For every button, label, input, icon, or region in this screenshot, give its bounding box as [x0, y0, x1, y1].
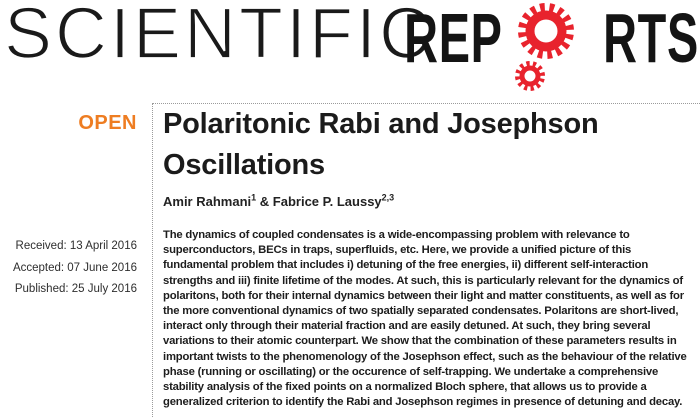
author-affiliation-marks: 1: [251, 192, 257, 203]
abstract-text: The dynamics of coupled condensates is a…: [163, 229, 687, 409]
published-value: 25 July 2016: [68, 283, 137, 295]
received-date: Received: 13 April 2016: [0, 236, 137, 258]
article-meta-column: OPEN Received: 13 April 2016 Accepted: 0…: [0, 103, 152, 417]
journal-name-bold-left: REP: [404, 0, 503, 77]
author-name: Amir Rahmani: [163, 194, 252, 209]
article-main-column: Polaritonic Rabi and Josephson Oscillati…: [152, 103, 700, 417]
accepted-label: Accepted:: [12, 261, 65, 274]
article-header: OPEN Received: 13 April 2016 Accepted: 0…: [0, 103, 700, 417]
journal-name-bold: REP RTS: [404, 3, 699, 73]
open-access-badge: OPEN: [78, 112, 137, 134]
author-name: Fabrice P. Laussy: [272, 194, 382, 209]
author-line: Amir Rahmani1 & Fabrice P. Laussy2,3: [163, 192, 696, 210]
accepted-date: Accepted: 07 June 2016: [0, 258, 137, 280]
received-value: 13 April 2016: [66, 240, 137, 252]
article-history: Received: 13 April 2016 Accepted: 07 Jun…: [0, 236, 137, 301]
published-label: Published:: [14, 283, 69, 295]
journal-masthead: SCIENTIFIC REP RTS: [0, 0, 700, 103]
author-affiliation-marks: 2,3: [381, 192, 395, 203]
paper-title: Polaritonic Rabi and Josephson Oscillati…: [163, 108, 599, 181]
gear-icon: [515, 3, 574, 91]
journal-name-light: SCIENTIFIC: [3, 0, 435, 74]
received-label: Received:: [15, 240, 67, 252]
published-date: Published: 25 July 2016: [0, 279, 137, 301]
author-separator: &: [256, 194, 273, 209]
accepted-value: 07 June 2016: [64, 261, 137, 274]
journal-name-bold-right: RTS: [603, 0, 699, 77]
